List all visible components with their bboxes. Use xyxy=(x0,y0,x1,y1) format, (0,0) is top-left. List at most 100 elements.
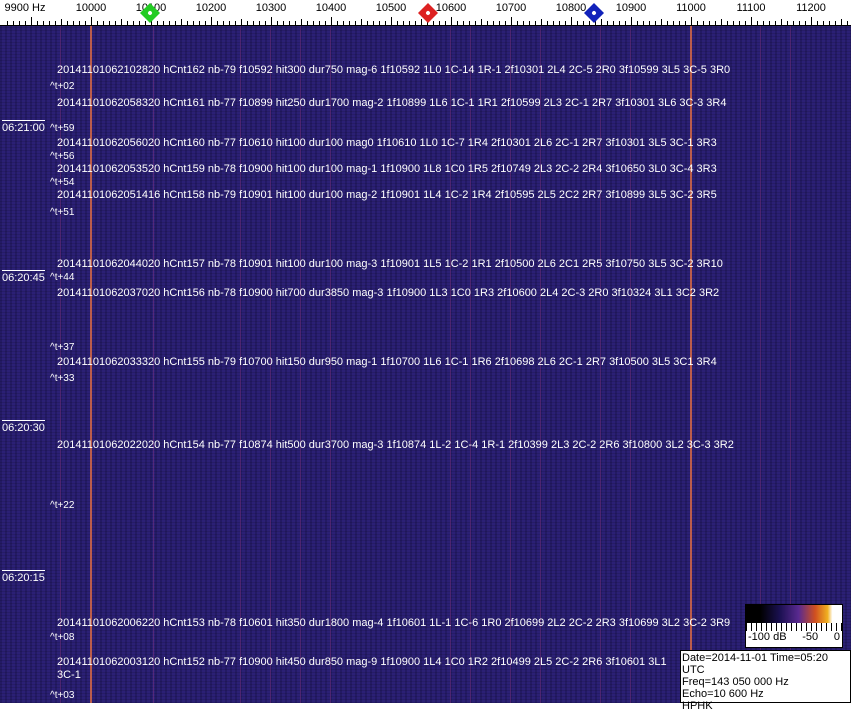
axis-tick xyxy=(397,21,398,26)
axis-tick xyxy=(727,21,728,26)
axis-tick xyxy=(535,21,536,26)
time-offset-label: ^t+02 xyxy=(50,81,75,92)
axis-tick xyxy=(499,21,500,26)
time-label: 06:20:30 xyxy=(2,420,45,434)
axis-tick xyxy=(133,21,134,26)
spectral-line xyxy=(470,26,471,703)
axis-tick-label: 10200 xyxy=(195,2,227,14)
time-offset-label: ^t+33 xyxy=(50,373,75,384)
info-box: Date=2014-11-01 Time=05:20 UTC Freq=143 … xyxy=(680,650,851,712)
axis-tick xyxy=(751,17,752,26)
time-offset-label: ^t+54 xyxy=(50,177,75,188)
axis-tick xyxy=(493,21,494,26)
axis-tick xyxy=(433,21,434,26)
axis-tick xyxy=(757,21,758,26)
meteor-event-label: 20141101062044020 hCnt157 nb-78 f10901 h… xyxy=(57,258,723,270)
axis-tick xyxy=(187,21,188,26)
meteor-event-label: 20141101062051416 hCnt158 nb-79 f10901 h… xyxy=(57,189,717,201)
axis-tick xyxy=(85,21,86,26)
carrier-line xyxy=(90,26,92,703)
spectral-line xyxy=(630,26,631,703)
axis-tick xyxy=(145,21,146,26)
axis-tick xyxy=(829,21,830,26)
axis-tick xyxy=(265,21,266,26)
axis-tick xyxy=(589,21,590,26)
axis-tick xyxy=(289,21,290,26)
axis-tick xyxy=(511,17,512,26)
colormap-legend: -100 dB -50 0 xyxy=(745,604,843,648)
axis-tick xyxy=(775,21,776,26)
axis-tick-label: 10300 xyxy=(255,2,287,14)
axis-tick xyxy=(463,21,464,26)
axis-tick xyxy=(661,19,662,26)
axis-tick xyxy=(769,21,770,26)
axis-tick xyxy=(301,19,302,26)
axis-tick xyxy=(787,21,788,26)
axis-tick xyxy=(475,21,476,26)
axis-tick xyxy=(469,21,470,26)
axis-tick xyxy=(403,21,404,26)
axis-tick xyxy=(157,21,158,26)
axis-tick xyxy=(847,21,848,26)
axis-tick xyxy=(259,21,260,26)
axis-tick xyxy=(109,21,110,26)
axis-tick-label: 11100 xyxy=(736,2,766,14)
axis-tick-label: 11000 xyxy=(676,2,706,14)
axis-tick-label: 10500 xyxy=(375,2,407,14)
axis-tick xyxy=(793,21,794,26)
axis-tick xyxy=(175,21,176,26)
axis-tick xyxy=(823,21,824,26)
axis-tick xyxy=(583,21,584,26)
axis-tick-label: 11200 xyxy=(796,2,826,14)
axis-tick xyxy=(205,21,206,26)
axis-tick xyxy=(127,21,128,26)
axis-tick xyxy=(55,21,56,26)
axis-tick xyxy=(745,21,746,26)
axis-tick xyxy=(643,21,644,26)
axis-tick xyxy=(763,21,764,26)
axis-tick xyxy=(367,21,368,26)
colormap-gradient xyxy=(746,605,842,623)
axis-tick xyxy=(355,21,356,26)
axis-tick xyxy=(391,17,392,26)
axis-tick xyxy=(247,21,248,26)
spectral-line xyxy=(790,26,791,703)
axis-tick xyxy=(637,21,638,26)
axis-tick xyxy=(679,21,680,26)
axis-tick-label: 9900 Hz xyxy=(4,2,46,14)
axis-tick xyxy=(811,17,812,26)
spectral-line xyxy=(270,26,271,703)
spectral-line xyxy=(540,26,541,703)
axis-tick xyxy=(253,21,254,26)
spectral-line xyxy=(600,26,601,703)
axis-tick xyxy=(841,19,842,26)
axis-tick xyxy=(709,21,710,26)
axis-tick xyxy=(97,21,98,26)
axis-tick xyxy=(619,21,620,26)
axis-tick xyxy=(193,21,194,26)
axis-tick xyxy=(31,17,32,26)
axis-tick-label: 10700 xyxy=(495,2,527,14)
time-offset-label: ^t+08 xyxy=(50,632,75,643)
axis-tick xyxy=(799,21,800,26)
axis-tick xyxy=(319,21,320,26)
axis-tick xyxy=(385,21,386,26)
axis-tick xyxy=(517,21,518,26)
axis-tick-label: 10000 xyxy=(75,2,107,14)
axis-tick xyxy=(91,17,92,26)
frequency-axis: 9900 Hz100001010010200103001040010500106… xyxy=(0,0,851,26)
time-offset-label: ^t+03 xyxy=(50,690,75,701)
spectral-line xyxy=(60,26,61,703)
axis-tick xyxy=(379,21,380,26)
axis-tick xyxy=(13,21,14,26)
axis-tick xyxy=(235,21,236,26)
axis-tick xyxy=(43,21,44,26)
time-offset-label: ^t+22 xyxy=(50,500,75,511)
axis-tick xyxy=(361,19,362,26)
axis-tick xyxy=(229,21,230,26)
axis-tick xyxy=(415,21,416,26)
time-offset-label: ^t+37 xyxy=(50,342,75,353)
time-label: 06:21:00 xyxy=(2,120,45,134)
colormap-ticks xyxy=(746,623,842,631)
time-offset-label: ^t+51 xyxy=(50,207,75,218)
